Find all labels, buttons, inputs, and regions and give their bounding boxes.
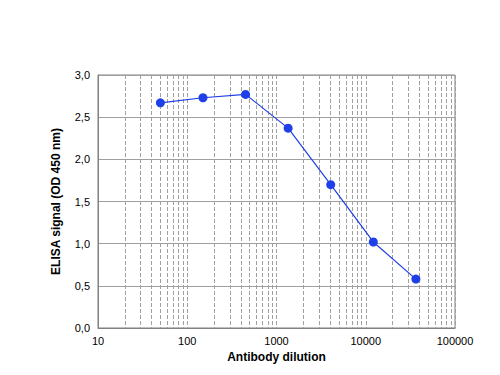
svg-text:3,0: 3,0 [75, 69, 90, 81]
svg-text:100: 100 [178, 335, 196, 347]
svg-text:Antibody dilution: Antibody dilution [227, 350, 326, 364]
svg-text:100000: 100000 [437, 335, 474, 347]
svg-text:ELISA signal (OD 450 nm): ELISA signal (OD 450 nm) [49, 128, 63, 275]
svg-text:10: 10 [92, 335, 104, 347]
svg-text:2,0: 2,0 [75, 153, 90, 165]
svg-text:1,5: 1,5 [75, 196, 90, 208]
svg-text:10000: 10000 [350, 335, 381, 347]
svg-text:2,5: 2,5 [75, 111, 90, 123]
svg-text:0,0: 0,0 [75, 322, 90, 334]
svg-text:0,5: 0,5 [75, 280, 90, 292]
svg-text:1000: 1000 [264, 335, 288, 347]
svg-text:1,0: 1,0 [75, 238, 90, 250]
